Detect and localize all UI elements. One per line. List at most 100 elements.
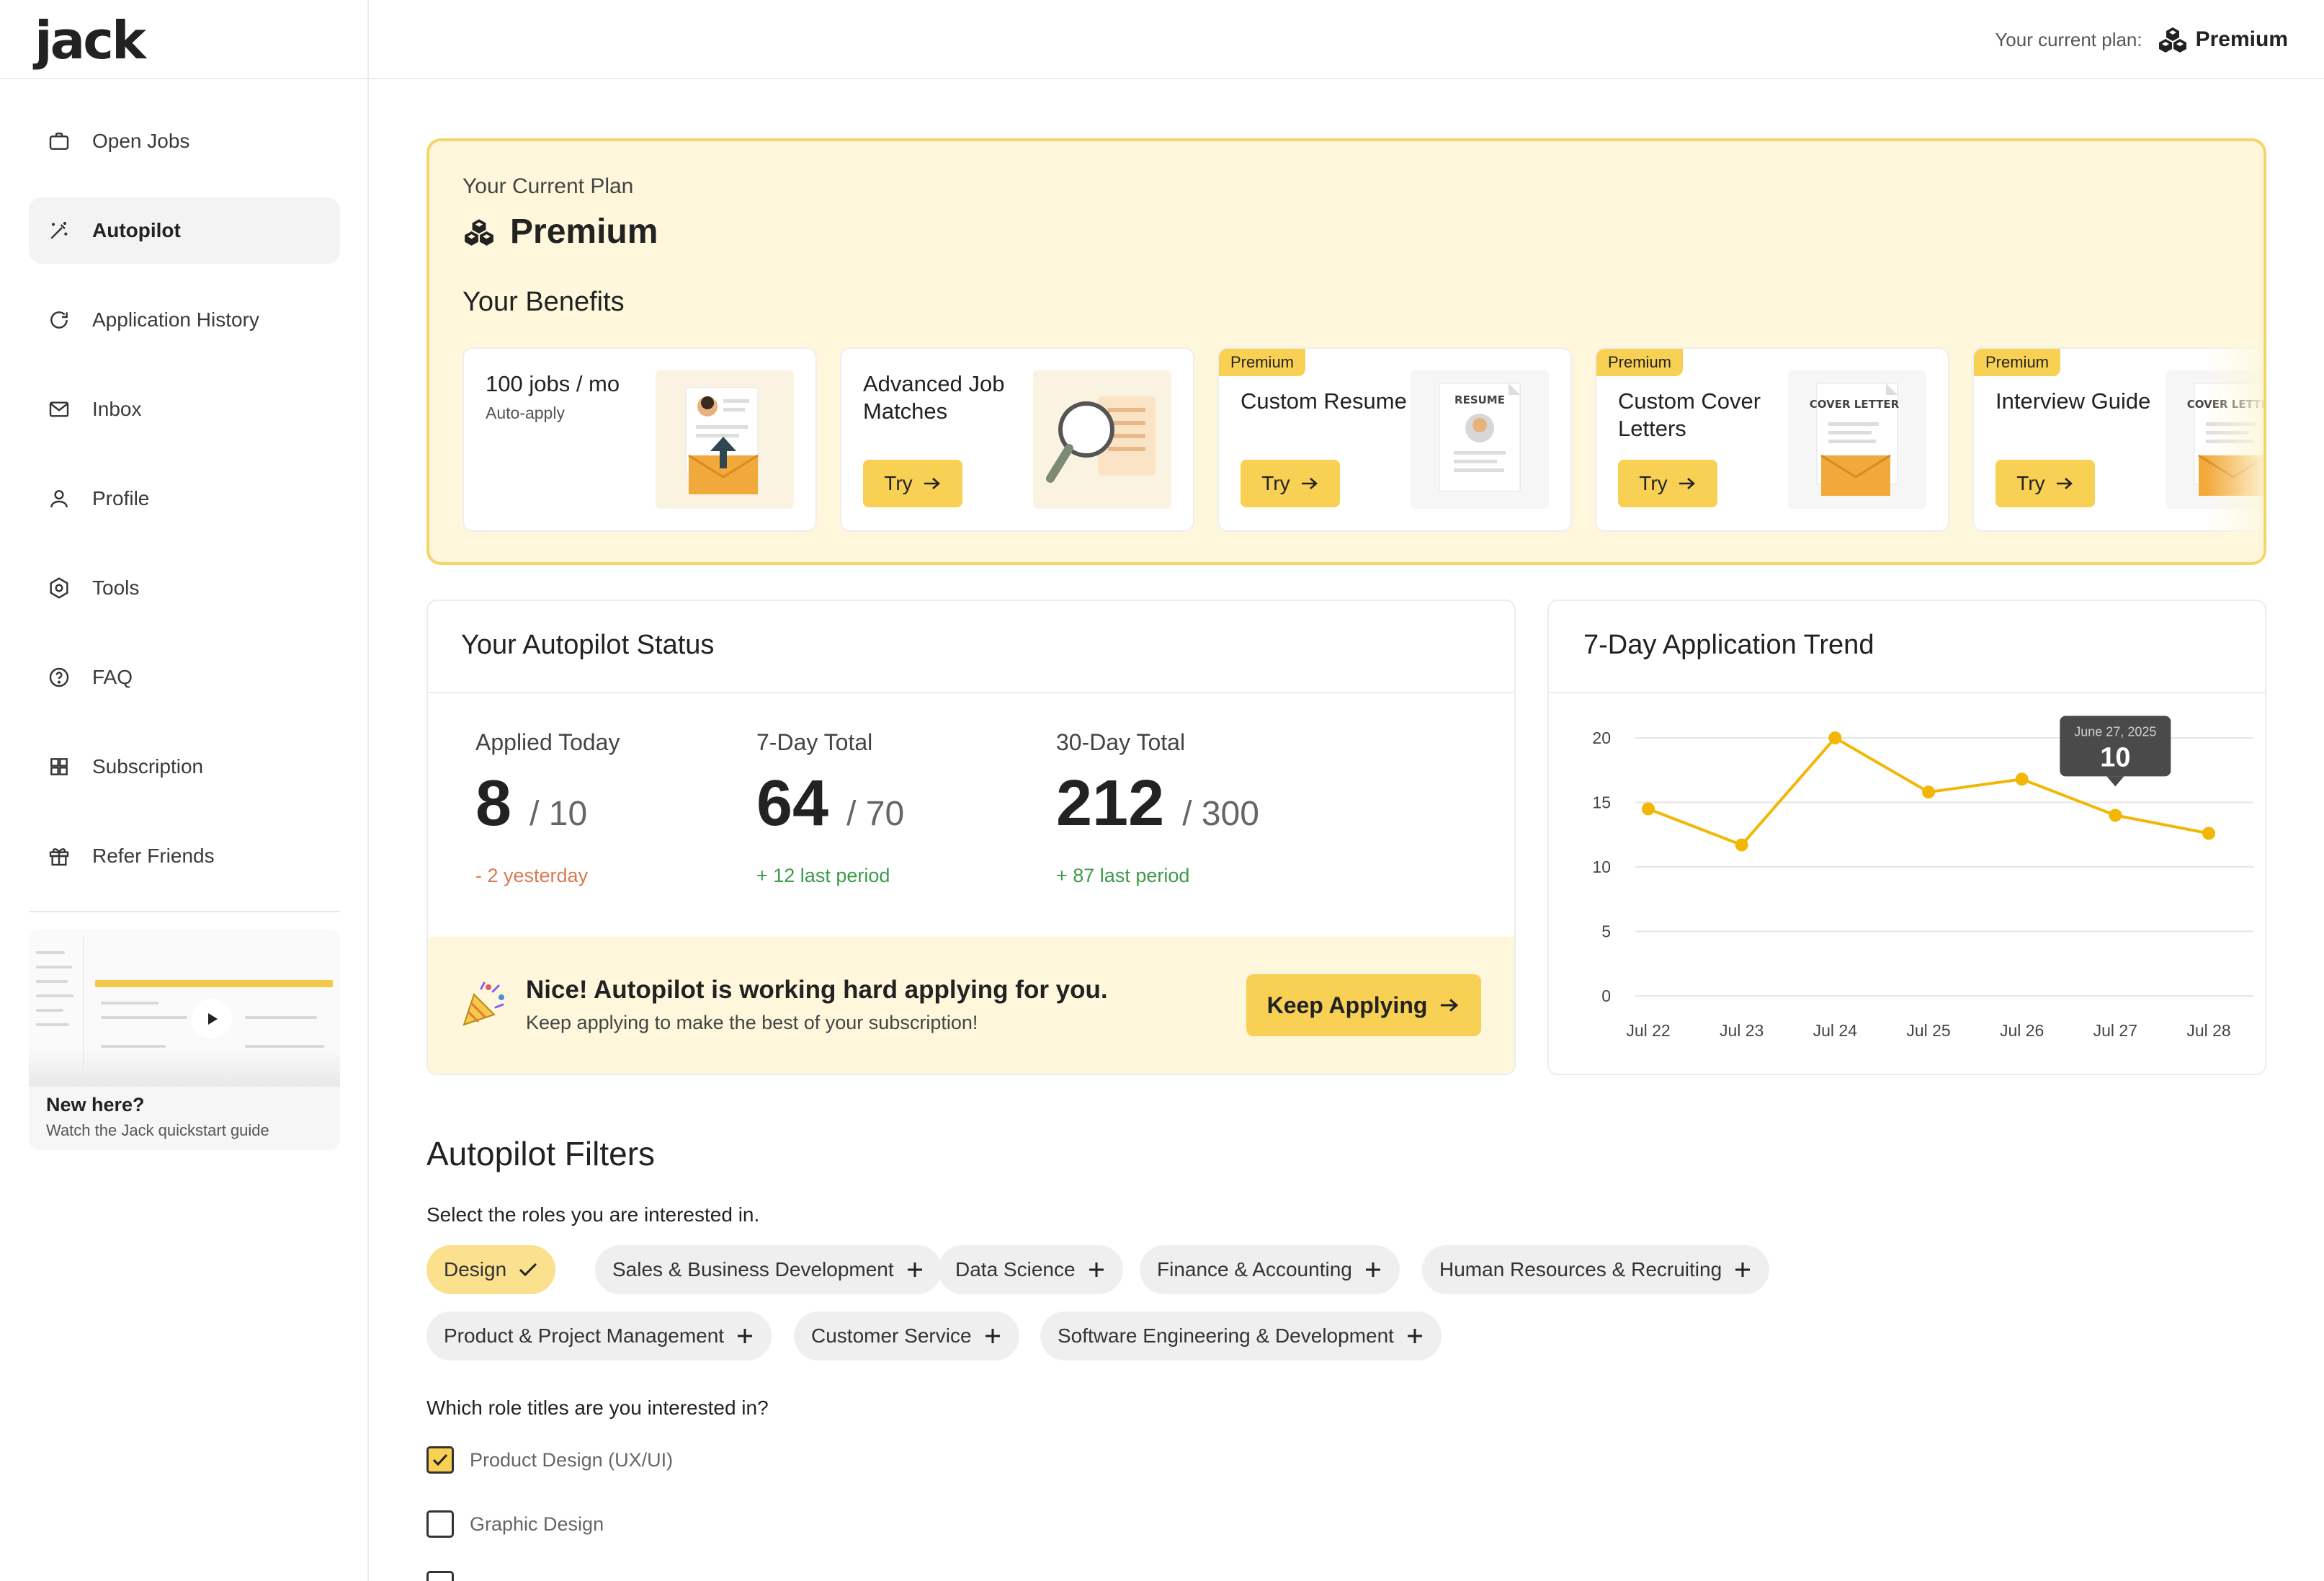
cubes-icon bbox=[465, 218, 493, 246]
sidebar-item-label: Inbox bbox=[92, 398, 142, 420]
benefit-title: Interview Guide bbox=[1995, 388, 2151, 414]
role-chip-product-management[interactable]: Product & Project Management bbox=[426, 1311, 772, 1360]
current-plan-indicator[interactable]: Your current plan: Premium bbox=[1995, 26, 2288, 53]
plus-icon bbox=[1407, 1329, 1422, 1343]
role-chip-customer-service[interactable]: Customer Service bbox=[794, 1311, 1019, 1360]
benefit-subtitle: Auto-apply bbox=[486, 404, 565, 422]
benefit-card-custom-resume: Premium Custom Resume Try RESUME bbox=[1217, 347, 1572, 532]
role-chip-finance[interactable]: Finance & Accounting bbox=[1140, 1245, 1400, 1294]
play-icon[interactable] bbox=[192, 999, 232, 1039]
role-chip-software-engineering[interactable]: Software Engineering & Development bbox=[1040, 1311, 1442, 1360]
arrow-right-icon bbox=[924, 478, 940, 489]
stat-label: 7-Day Total bbox=[756, 729, 873, 755]
plus-icon bbox=[985, 1329, 1000, 1343]
chip-label: Human Resources & Recruiting bbox=[1439, 1258, 1722, 1281]
current-plan-label: Your current plan: bbox=[1995, 28, 2142, 50]
stat-delta: + 87 last period bbox=[1056, 865, 1190, 886]
sidebar-item-faq[interactable]: FAQ bbox=[29, 644, 340, 711]
sidebar-item-label: Profile bbox=[92, 487, 150, 509]
data-point bbox=[2202, 827, 2215, 840]
stat-delta: - 2 yesterday bbox=[475, 865, 589, 886]
app-logo[interactable]: jack bbox=[35, 10, 146, 71]
tooltip-value: 10 bbox=[2100, 742, 2130, 772]
top-bar: Your current plan: Premium bbox=[369, 0, 2324, 79]
benefits-carousel[interactable]: 100 jobs / mo Auto-apply Advanced Job Ma… bbox=[462, 347, 2263, 532]
sidebar-item-autopilot[interactable]: Autopilot bbox=[29, 197, 340, 264]
sidebar: jack Open Jobs Autopilot Application His… bbox=[0, 0, 369, 1581]
briefcase-icon bbox=[48, 130, 71, 153]
stat-value: 8 bbox=[475, 767, 512, 840]
sidebar-item-tools[interactable]: Tools bbox=[29, 555, 340, 621]
data-point bbox=[2109, 809, 2122, 822]
filters-title: Autopilot Filters bbox=[426, 1135, 656, 1172]
sidebar-item-inbox[interactable]: Inbox bbox=[29, 376, 340, 442]
tooltip-pointer bbox=[2106, 776, 2124, 787]
gear-icon bbox=[48, 576, 71, 600]
benefit-card-cover-letters: Premium Custom Cover Letters Try COVER L… bbox=[1595, 347, 1949, 532]
chip-label: Finance & Accounting bbox=[1157, 1258, 1352, 1281]
chip-label: Software Engineering & Development bbox=[1058, 1324, 1394, 1347]
x-tick-label: Jul 26 bbox=[2000, 1021, 2044, 1040]
sidebar-divider bbox=[29, 911, 340, 912]
stat-value: 64 bbox=[756, 767, 829, 840]
checkbox[interactable] bbox=[426, 1510, 454, 1538]
current-plan-name: Premium bbox=[462, 212, 658, 251]
sidebar-divider bbox=[0, 78, 369, 79]
quickstart-card[interactable]: New here? Watch the Jack quickstart guid… bbox=[29, 930, 340, 1150]
title-checkbox-partial[interactable] bbox=[426, 1571, 470, 1581]
grid-icon bbox=[48, 755, 71, 778]
thumbnail-sidebar bbox=[33, 937, 84, 1074]
title-checkbox-graphic-design[interactable]: Graphic Design bbox=[426, 1510, 604, 1538]
arrow-right-icon bbox=[2056, 478, 2073, 489]
carousel-fade bbox=[2206, 321, 2263, 559]
x-tick-label: Jul 27 bbox=[2093, 1021, 2137, 1040]
quickstart-subtitle: Watch the Jack quickstart guide bbox=[46, 1121, 269, 1139]
sidebar-nav: Open Jobs Autopilot Application History … bbox=[29, 108, 340, 912]
try-button[interactable]: Try bbox=[863, 460, 962, 507]
stat-30-day-total: 30-Day Total 212 / 300 + 87 last period bbox=[1056, 729, 1259, 887]
checkbox[interactable] bbox=[426, 1571, 454, 1581]
y-tick-label: 0 bbox=[1601, 987, 1611, 1005]
trend-chart[interactable]: 0 5 10 15 20 Jul 22 Jul 23 Jul 24 Jul 25 Jul 26 Ju… bbox=[1549, 601, 2268, 1077]
keep-applying-button[interactable]: Keep Applying bbox=[1246, 974, 1481, 1036]
sidebar-item-application-history[interactable]: Application History bbox=[29, 287, 340, 353]
benefit-title: Custom Cover Letters bbox=[1618, 388, 1761, 441]
data-point bbox=[1828, 731, 1842, 744]
current-plan-value: Premium bbox=[2195, 27, 2288, 51]
cover-letter-illustration: COVER LETTER bbox=[1788, 370, 1926, 509]
sidebar-item-refer-friends[interactable]: Refer Friends bbox=[29, 823, 340, 889]
current-plan-label: Your Current Plan bbox=[462, 174, 634, 198]
premium-badge: Premium bbox=[1974, 349, 2061, 376]
role-chip-human-resources[interactable]: Human Resources & Recruiting bbox=[1422, 1245, 1770, 1294]
sidebar-item-subscription[interactable]: Subscription bbox=[29, 734, 340, 800]
arrow-right-icon bbox=[1679, 478, 1695, 489]
quickstart-video-thumbnail[interactable] bbox=[29, 930, 340, 1087]
role-chip-data-science[interactable]: Data Science bbox=[938, 1245, 1123, 1294]
try-button[interactable]: Try bbox=[1241, 460, 1340, 507]
sidebar-item-label: Application History bbox=[92, 308, 259, 331]
checkbox[interactable] bbox=[426, 1446, 454, 1474]
cover-letter-illus-text: COVER LETTER bbox=[1810, 398, 1900, 411]
premium-badge: Premium bbox=[1596, 349, 1684, 376]
data-point bbox=[2015, 772, 2029, 786]
role-chip-design[interactable]: Design bbox=[426, 1245, 556, 1294]
sidebar-item-label: Subscription bbox=[92, 755, 204, 778]
try-button[interactable]: Try bbox=[1618, 460, 1717, 507]
try-button[interactable]: Try bbox=[1995, 460, 2095, 507]
x-tick-label: Jul 22 bbox=[1626, 1021, 1670, 1040]
benefit-card-job-matches: Advanced Job Matches Try bbox=[840, 347, 1194, 532]
stat-total: / 300 bbox=[1182, 795, 1259, 833]
resume-illustration: RESUME bbox=[1411, 370, 1549, 509]
status-title: Your Autopilot Status bbox=[461, 630, 715, 660]
data-point bbox=[1922, 785, 1935, 799]
stat-applied-today: Applied Today 8 / 10 - 2 yesterday bbox=[475, 729, 620, 887]
roles-question: Select the roles you are interested in. bbox=[426, 1203, 760, 1226]
sidebar-item-open-jobs[interactable]: Open Jobs bbox=[29, 108, 340, 174]
refresh-icon bbox=[48, 308, 71, 331]
title-checkbox-product-design[interactable]: Product Design (UX/UI) bbox=[426, 1446, 673, 1474]
x-tick-label: Jul 28 bbox=[2186, 1021, 2230, 1040]
y-tick-label: 10 bbox=[1592, 858, 1611, 876]
role-chip-sales[interactable]: Sales & Business Development bbox=[595, 1245, 942, 1294]
sidebar-item-profile[interactable]: Profile bbox=[29, 466, 340, 532]
chip-label: Data Science bbox=[955, 1258, 1076, 1281]
